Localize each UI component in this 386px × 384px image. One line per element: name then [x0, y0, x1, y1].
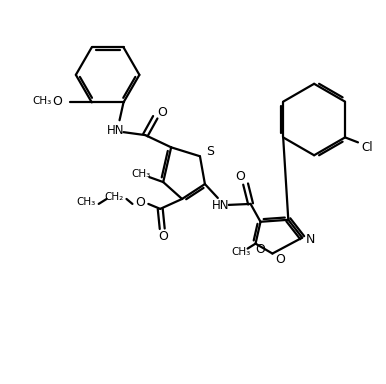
Text: O: O: [236, 170, 245, 183]
Text: O: O: [276, 253, 285, 266]
Text: O: O: [256, 243, 266, 256]
Text: O: O: [52, 95, 62, 108]
Text: CH₂: CH₂: [104, 192, 123, 202]
Text: CH₃: CH₃: [76, 197, 95, 207]
Text: HN: HN: [212, 199, 230, 212]
Text: CH₃: CH₃: [132, 169, 151, 179]
Text: O: O: [158, 230, 168, 243]
Text: O: O: [157, 106, 167, 119]
Text: S: S: [206, 145, 214, 158]
Text: CH₃: CH₃: [231, 247, 250, 257]
Text: CH₃: CH₃: [32, 96, 52, 106]
Text: HN: HN: [107, 124, 124, 137]
Text: Cl: Cl: [361, 141, 373, 154]
Text: O: O: [135, 197, 145, 209]
Text: N: N: [305, 233, 315, 246]
